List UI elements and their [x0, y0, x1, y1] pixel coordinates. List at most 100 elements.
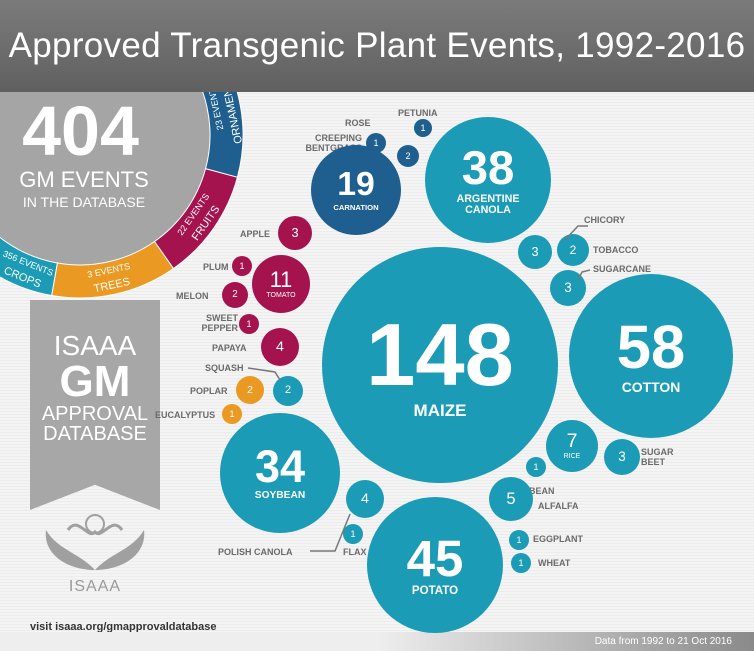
bubble-label-sweet-pepper: SWEET PEPPER	[201, 313, 238, 333]
bubble-label: SOYBEAN	[254, 490, 306, 502]
bubble-label-poplar: POPLAR	[190, 386, 228, 396]
bubble-label-sugarcane: SUGARCANE	[593, 264, 652, 274]
bubble-value: 1	[420, 122, 426, 133]
bubble-apple: 3	[278, 216, 312, 250]
bubble-label: CARNATION	[333, 203, 379, 213]
bubble-squash: 2	[273, 376, 303, 406]
bubble-value: 148	[366, 305, 514, 405]
bubble-alfalfa: 5	[489, 477, 533, 521]
bubble-value: 7	[566, 429, 578, 452]
bubble-value: 38	[461, 141, 515, 195]
bubble-soybean: 34 SOYBEAN	[220, 413, 340, 533]
bubble-label-flax: FLAX	[343, 547, 367, 557]
bubble-plum: 1	[232, 256, 252, 276]
bubble-label-creeping-bentgrass: CREEPING BENTGRASS	[305, 133, 362, 153]
bubble-melon: 2	[222, 282, 248, 308]
logo-text: ISAAA	[68, 578, 122, 595]
ring-segment-fruits	[153, 168, 239, 270]
bubble-label-polish-canola: POLISH CANOLA	[218, 547, 293, 557]
bubble-eucalyptus: 1	[222, 404, 242, 424]
bubble-value: 3	[531, 243, 539, 259]
bubble-label-bean: BEAN	[529, 486, 555, 496]
bubble-label: ARGENTINE CANOLA	[456, 192, 520, 216]
bubble-value: 1	[229, 408, 235, 419]
total-events: 404	[22, 92, 139, 170]
bubble-label-papaya: PAPAYA	[212, 343, 247, 353]
bubble-label: TOMATO	[266, 292, 296, 300]
ring-segment-ornamentals	[202, 92, 244, 178]
bubble-rose: 2	[397, 145, 419, 167]
bubble-value: 5	[506, 489, 516, 508]
bubble-value: 4	[276, 338, 284, 355]
bubble-value: 2	[405, 150, 411, 161]
bubble-value: 1	[516, 534, 522, 545]
footer-bar	[0, 632, 754, 651]
bubble-label: RICE	[563, 453, 581, 461]
bubble-label-eggplant: EGGPLANT	[533, 534, 584, 544]
summary-line2: IN THE DATABASE	[22, 194, 146, 210]
bubble-eggplant: 1	[509, 530, 529, 550]
bubble-maize: 148 MAIZE	[322, 247, 558, 483]
bubble-label-plum: PLUM	[203, 262, 229, 272]
bubble-label-wheat: WHEAT	[538, 558, 571, 568]
bubble-value: 11	[269, 266, 293, 292]
bubble-label-tobacco: TOBACCO	[593, 245, 639, 255]
bubble-label-chicory: CHICORY	[584, 215, 626, 225]
bubble-cotton: 58 COTTON	[569, 274, 733, 438]
page-title: Approved Transgenic Plant Events, 1992-2…	[0, 0, 754, 92]
bubble-polish-canola: 4	[346, 480, 384, 518]
ring-segment-trees	[51, 240, 175, 299]
bubble-label: MAIZE	[413, 400, 467, 420]
data-range-note: Data from 1992 to 21 Oct 2016	[594, 636, 732, 647]
bubble-tobacco: 2	[557, 234, 589, 266]
bubble-label-alfalfa: ALFALFA	[538, 501, 579, 511]
bubble-bean: 1	[526, 457, 546, 477]
bubble-value: 34	[254, 441, 306, 493]
bubble-value: 1	[350, 528, 356, 539]
summary-line1: GM EVENTS	[19, 167, 149, 192]
banner-line2: GM	[59, 357, 131, 406]
bubble-value: 4	[361, 490, 369, 507]
bubble-label: POTATO	[411, 584, 459, 597]
bubble-poplar: 2	[236, 376, 264, 404]
bubble-value: 1	[373, 137, 379, 148]
database-link[interactable]: visit isaaa.org/gmapprovaldatabase	[30, 621, 217, 633]
bubble-tomato: 11 TOMATO	[252, 255, 310, 313]
bubble-label-squash: SQUASH	[205, 363, 244, 373]
bubble-label-rose: ROSE	[345, 118, 371, 128]
bubble-value: 58	[616, 313, 686, 383]
bubble-value: 2	[247, 383, 253, 396]
bubble-value: 1	[246, 318, 252, 329]
bubble-argentine-canola: 38 ARGENTINE CANOLA	[425, 117, 551, 243]
isaaa-logo-icon	[45, 514, 145, 570]
bubble-value: 45	[406, 529, 464, 587]
bubble-value: 19	[337, 165, 375, 204]
bubble-potato: 45 POTATO	[367, 497, 503, 633]
bubble-value: 2	[569, 243, 577, 257]
bubble-label: COTTON	[621, 378, 681, 395]
bubble-wheat: 1	[511, 553, 531, 573]
bubble-sweet-pepper: 1	[239, 314, 259, 334]
bubble-rice: 7 RICE	[546, 420, 598, 472]
bubble-value: 2	[284, 384, 292, 397]
bubble-value: 2	[232, 289, 238, 301]
bubble-value: 3	[564, 280, 572, 296]
bubble-label-apple: APPLE	[240, 229, 271, 239]
bubble-papaya: 4	[261, 328, 299, 366]
bubble-value: 1	[239, 260, 245, 271]
bubble-sugar-beet: 3	[604, 439, 640, 475]
bubble-sugarcane: 3	[550, 270, 586, 306]
banner-line3: APPROVAL	[41, 403, 149, 425]
bubble-value: 3	[291, 224, 299, 240]
bubble-label-eucalyptus: EUCALYPTUS	[155, 410, 216, 420]
bubble-carnation: 19 CARNATION	[311, 145, 401, 235]
ring-segment-crops	[0, 236, 59, 297]
bubble-label-melon: MELON	[176, 291, 209, 301]
bubble-value: 1	[533, 461, 539, 472]
banner-line1: ISAAA	[53, 330, 137, 361]
summary-disc	[0, 92, 210, 265]
bubble-label-sugar-beet: SUGAR BEET	[641, 447, 674, 467]
banner-line4: DATABASE	[43, 423, 147, 445]
bubble-flax: 1	[343, 524, 363, 544]
